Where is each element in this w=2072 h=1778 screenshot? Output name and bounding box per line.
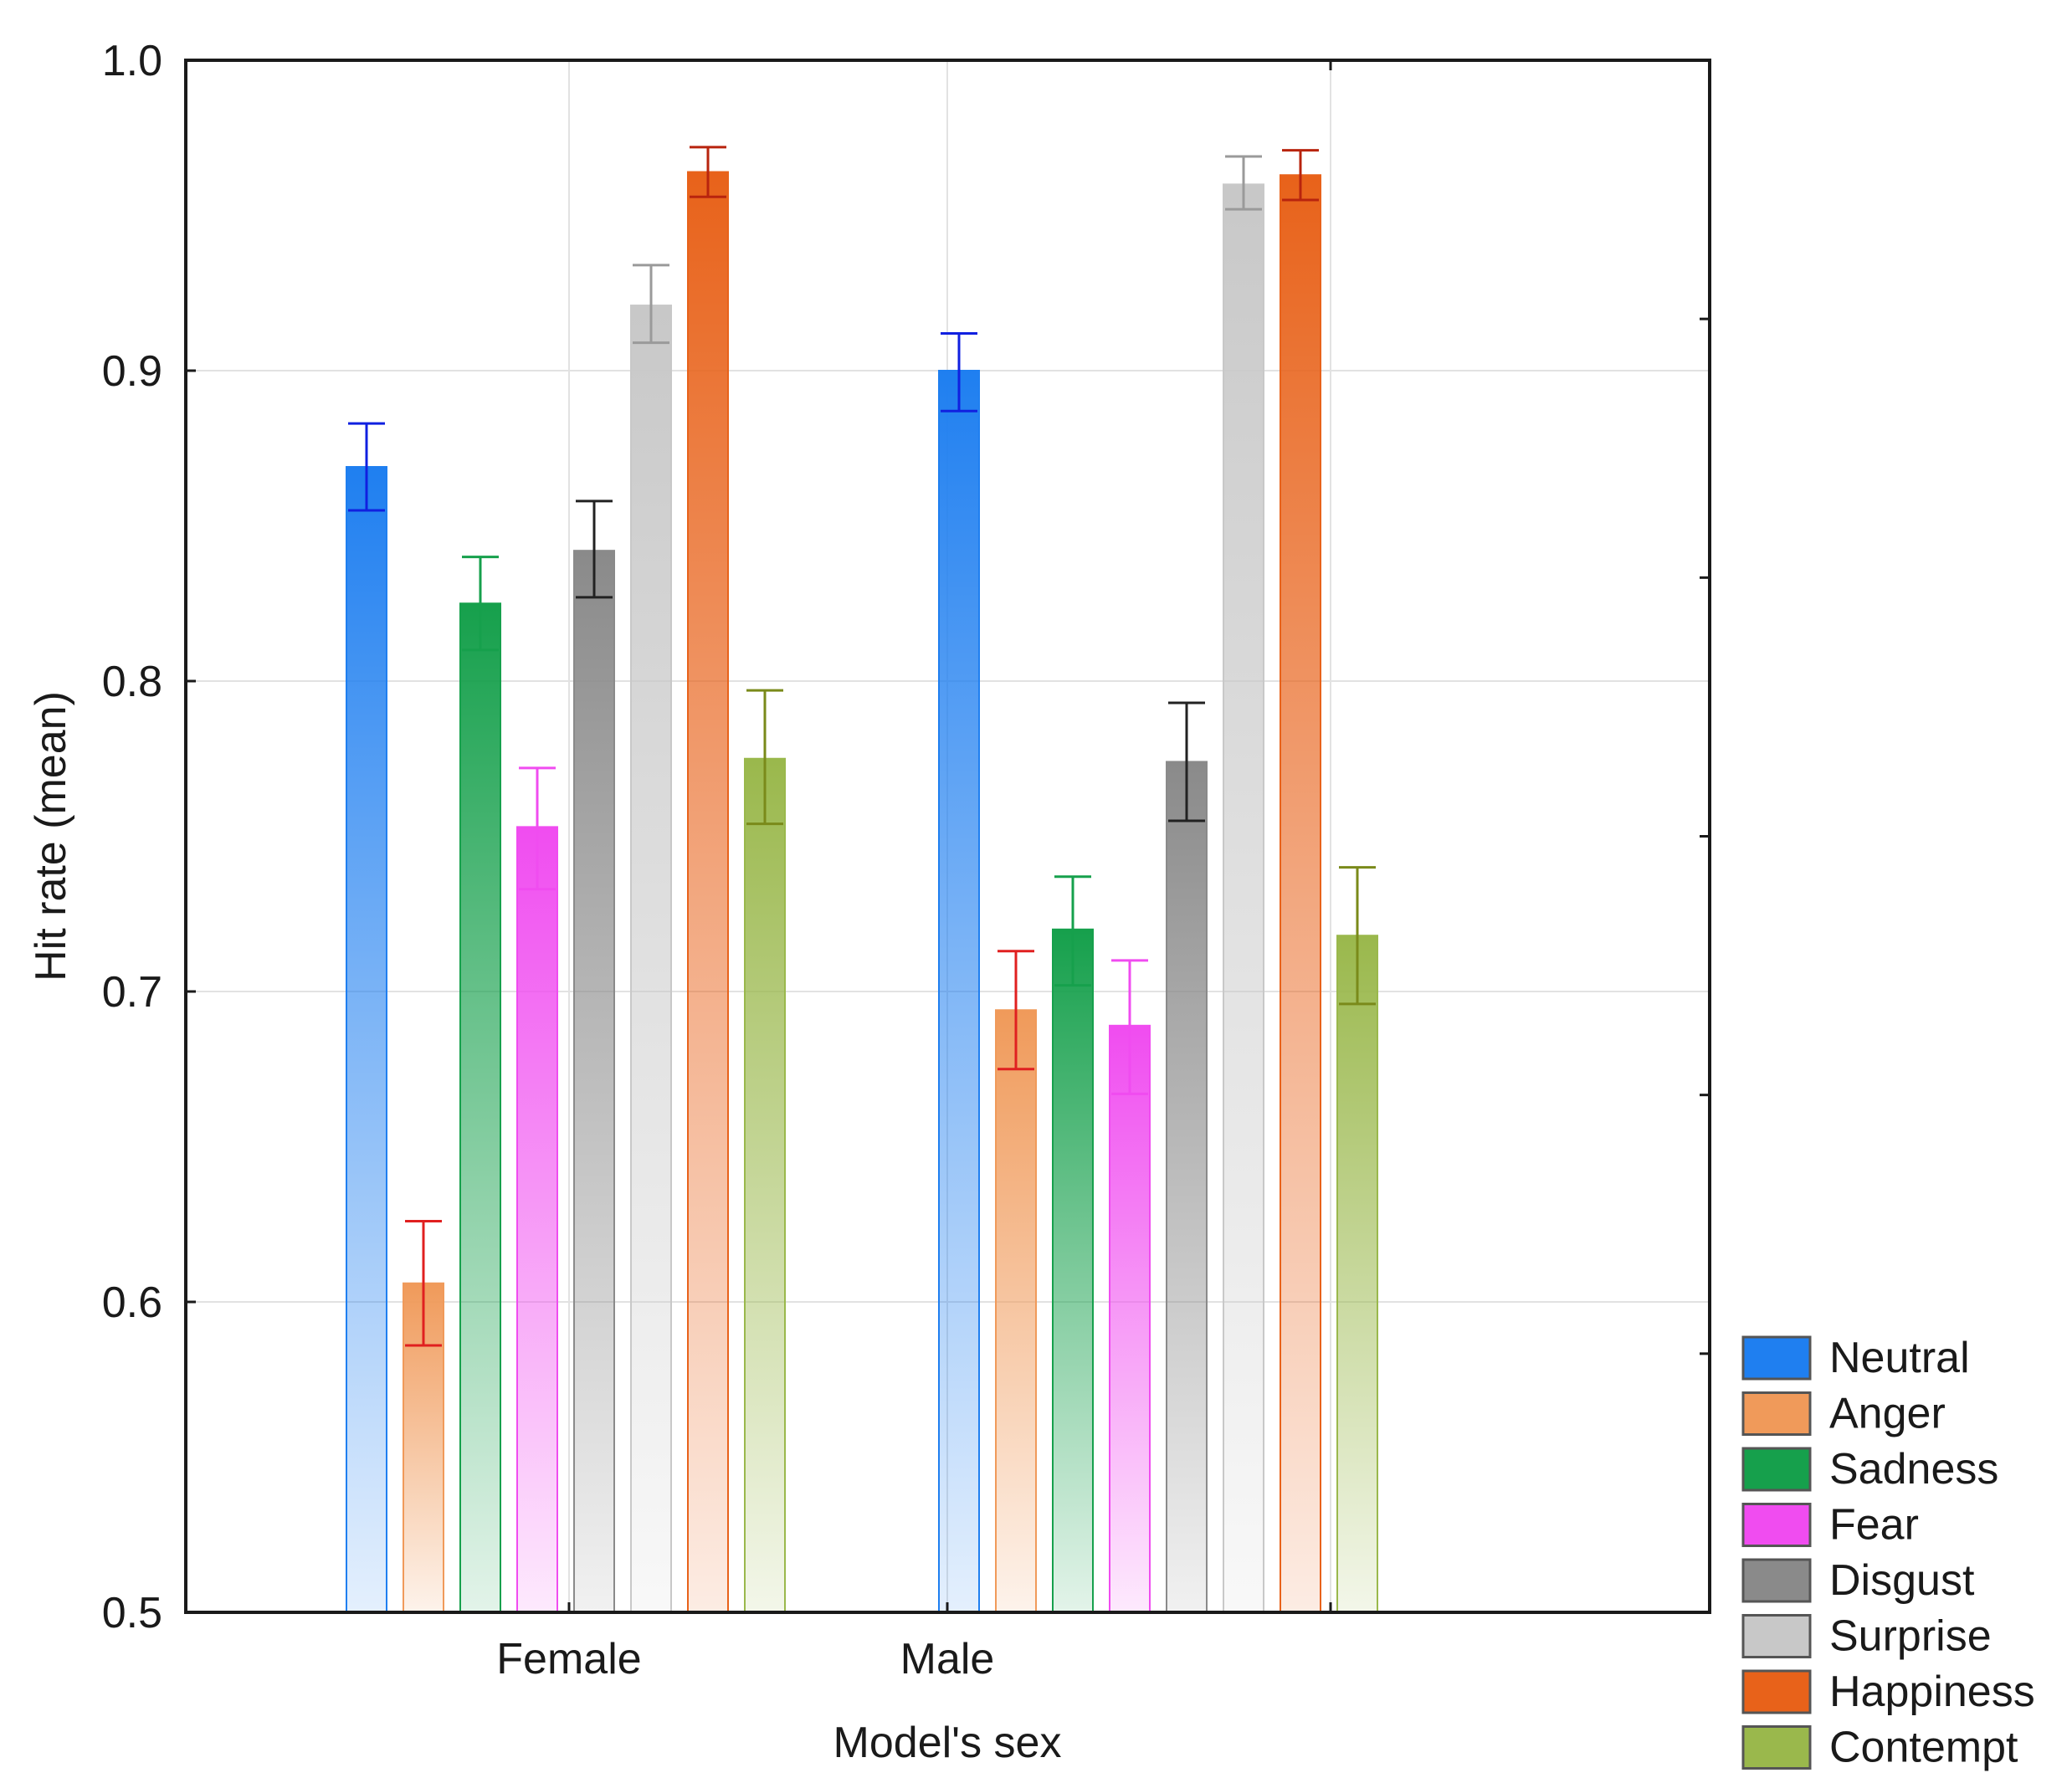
x-tick-label-female: Female [496, 1635, 641, 1683]
error-bar-contempt-male [1339, 866, 1376, 1006]
bar-fear-female [516, 826, 558, 1613]
legend-item-contempt: Contempt [1741, 1724, 2018, 1772]
bar-neutral-female [346, 466, 387, 1613]
x-axis: Female Male [496, 60, 1332, 1683]
error-bars [348, 146, 1376, 1347]
error-bar-surprise-female [633, 264, 669, 345]
legend-swatch [1741, 1503, 1812, 1547]
legend-label: Disgust [1829, 1556, 1975, 1605]
legend-label: Anger [1829, 1390, 1946, 1438]
bar-surprise-male [1223, 183, 1264, 1613]
error-bar-fear-female [519, 766, 556, 891]
error-bar-sadness-female [462, 556, 499, 652]
error-bar-happiness-male [1282, 149, 1319, 202]
y-tick-label: 0.7 [102, 968, 162, 1017]
bar-neutral-male [938, 370, 980, 1613]
legend: Neutral Anger Sadness Fear Disgust Surprise Ha… [1741, 1334, 2035, 1772]
error-bar-contempt-female [746, 689, 783, 826]
legend-item-surprise: Surprise [1741, 1612, 1992, 1661]
y-tick-label: 0.8 [102, 658, 162, 706]
error-bar-neutral-male [941, 331, 977, 412]
bar-surprise-female [630, 305, 672, 1614]
bar-disgust-female [573, 550, 615, 1613]
y-tick-label: 1.0 [102, 37, 162, 85]
legend-swatch [1741, 1335, 1812, 1381]
legend-label: Sadness [1829, 1445, 1998, 1494]
bar-contempt-male [1336, 935, 1378, 1613]
y-axis-title: Hit rate (mean) [27, 691, 75, 981]
legend-swatch [1741, 1669, 1812, 1714]
legend-label: Happiness [1829, 1668, 2035, 1716]
error-bar-happiness-female [690, 146, 726, 198]
legend-label: Contempt [1829, 1724, 2018, 1772]
legend-item-disgust: Disgust [1741, 1556, 1975, 1605]
legend-swatch [1741, 1614, 1812, 1658]
legend-swatch [1741, 1558, 1812, 1603]
bar-happiness-male [1280, 174, 1321, 1613]
error-bar-sadness-male [1054, 875, 1091, 987]
y-tick-label: 0.6 [102, 1278, 162, 1327]
bar-fear-male [1109, 1024, 1151, 1614]
legend-item-anger: Anger [1741, 1390, 1946, 1438]
legend-item-neutral: Neutral [1741, 1334, 1970, 1382]
bar-sadness-male [1052, 928, 1094, 1614]
bar-anger-male [995, 1009, 1037, 1613]
error-bar-surprise-male [1225, 155, 1262, 211]
legend-swatch [1741, 1725, 1812, 1770]
x-tick-label-male: Male [900, 1635, 995, 1683]
bar-contempt-female [744, 757, 786, 1613]
error-bar-neutral-female [348, 422, 385, 512]
bars [346, 171, 1378, 1614]
legend-label: Neutral [1829, 1334, 1970, 1382]
bar-sadness-female [459, 602, 501, 1613]
error-bar-fear-male [1111, 959, 1148, 1095]
legend-item-happiness: Happiness [1741, 1668, 2035, 1716]
legend-swatch [1741, 1391, 1812, 1436]
x-axis-title: Model's sex [833, 1719, 1062, 1767]
error-bar-disgust-male [1168, 701, 1205, 822]
y-tick-label: 0.9 [102, 347, 162, 396]
bar-happiness-female [687, 171, 729, 1613]
legend-item-sadness: Sadness [1741, 1445, 1998, 1494]
legend-swatch [1741, 1447, 1812, 1492]
bar-disgust-male [1166, 761, 1208, 1613]
y-axis: 0.5 0.6 0.7 0.8 0.9 1.0 [102, 37, 1710, 1637]
legend-label: Surprise [1829, 1612, 1992, 1661]
error-bar-anger-female [405, 1220, 442, 1347]
legend-item-fear: Fear [1741, 1501, 1919, 1550]
error-bar-anger-male [998, 950, 1034, 1071]
y-tick-label: 0.5 [102, 1589, 162, 1637]
legend-label: Fear [1829, 1501, 1919, 1550]
error-bar-disgust-female [576, 500, 613, 599]
